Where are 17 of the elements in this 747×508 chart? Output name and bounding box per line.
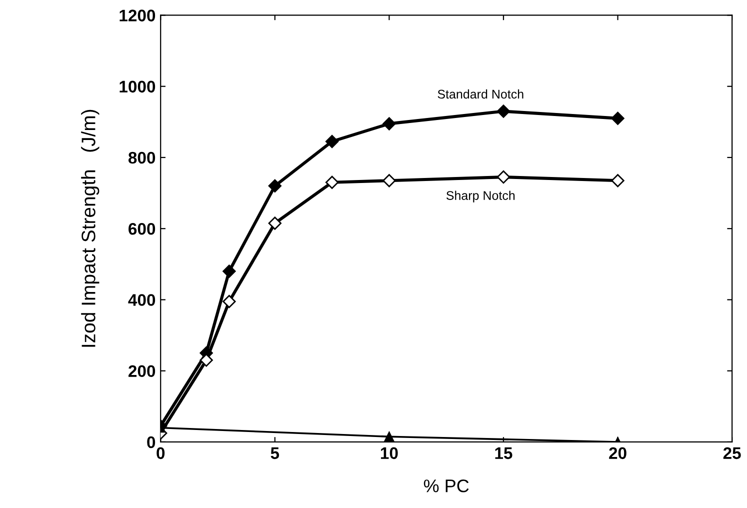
- x-tick-label: 0: [156, 447, 165, 460]
- y-tick-label: 600: [128, 223, 156, 235]
- y-axis-title: Izod Impact Strength (J/m): [81, 110, 100, 347]
- x-tick-label: 20: [609, 447, 626, 460]
- y-tick-label: 0: [147, 436, 156, 448]
- x-tick-label: 5: [270, 447, 280, 460]
- x-tick-label: 10: [380, 447, 398, 460]
- x-axis-title: % PC: [424, 480, 469, 492]
- y-tick-label: 400: [128, 294, 156, 306]
- x-tick-label: 25: [723, 447, 741, 460]
- y-tick-label: 1000: [120, 80, 156, 93]
- series-label: Standard Notch: [438, 89, 524, 99]
- y-tick-label: 1200: [120, 10, 156, 22]
- y-tick-label: 800: [128, 152, 156, 164]
- x-tick-label: 15: [495, 447, 512, 460]
- y-tick-label: 200: [128, 365, 156, 378]
- series-label: Sharp Notch: [446, 190, 515, 202]
